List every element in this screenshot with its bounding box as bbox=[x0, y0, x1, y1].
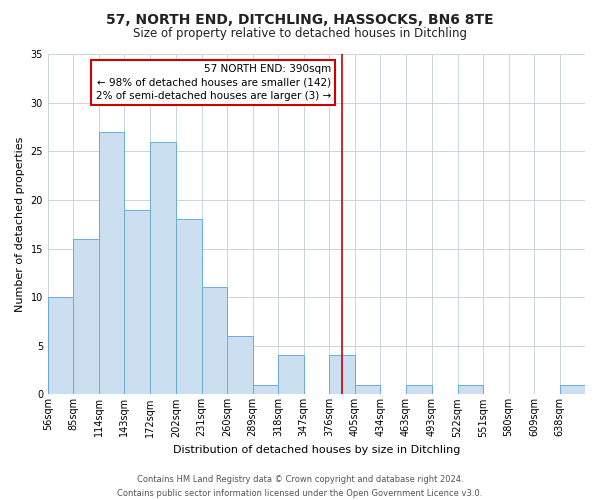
X-axis label: Distribution of detached houses by size in Ditchling: Distribution of detached houses by size … bbox=[173, 445, 460, 455]
Bar bbox=[124, 210, 150, 394]
Text: 57 NORTH END: 390sqm
← 98% of detached houses are smaller (142)
2% of semi-detac: 57 NORTH END: 390sqm ← 98% of detached h… bbox=[95, 64, 331, 100]
Text: Contains HM Land Registry data © Crown copyright and database right 2024.
Contai: Contains HM Land Registry data © Crown c… bbox=[118, 476, 482, 498]
Bar bbox=[560, 384, 585, 394]
Bar bbox=[227, 336, 253, 394]
Bar bbox=[202, 288, 227, 395]
Bar bbox=[329, 356, 355, 395]
Bar bbox=[458, 384, 483, 394]
Bar bbox=[278, 356, 304, 395]
Bar bbox=[150, 142, 176, 394]
Bar bbox=[73, 239, 99, 394]
Bar bbox=[355, 384, 380, 394]
Bar bbox=[99, 132, 124, 394]
Y-axis label: Number of detached properties: Number of detached properties bbox=[15, 136, 25, 312]
Text: Size of property relative to detached houses in Ditchling: Size of property relative to detached ho… bbox=[133, 28, 467, 40]
Bar bbox=[406, 384, 432, 394]
Bar bbox=[48, 297, 73, 394]
Bar bbox=[253, 384, 278, 394]
Bar bbox=[176, 220, 202, 394]
Text: 57, NORTH END, DITCHLING, HASSOCKS, BN6 8TE: 57, NORTH END, DITCHLING, HASSOCKS, BN6 … bbox=[106, 12, 494, 26]
